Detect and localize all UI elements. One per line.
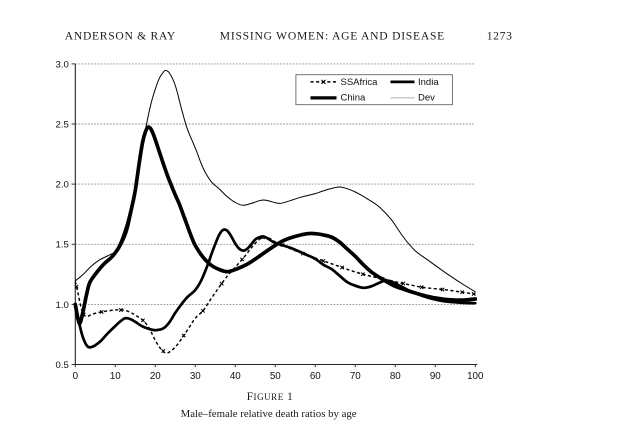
svg-text:40: 40 [230, 371, 241, 382]
svg-text:80: 80 [390, 371, 401, 382]
svg-text:100: 100 [467, 371, 484, 382]
svg-text:India: India [418, 77, 439, 88]
svg-text:30: 30 [190, 371, 201, 382]
svg-text:0.5: 0.5 [56, 360, 69, 371]
svg-text:ANDERSON & RAY: ANDERSON & RAY [65, 29, 176, 42]
svg-text:70: 70 [350, 371, 361, 382]
svg-text:2.0: 2.0 [56, 180, 69, 191]
svg-text:10: 10 [110, 371, 121, 382]
svg-text:1.0: 1.0 [56, 300, 69, 311]
svg-text:20: 20 [150, 371, 161, 382]
svg-text:China: China [341, 93, 367, 104]
svg-text:1.5: 1.5 [56, 240, 69, 251]
svg-text:Dev: Dev [418, 93, 435, 104]
svg-text:Male–female relative death rat: Male–female relative death ratios by age [181, 408, 357, 420]
svg-text:MISSING WOMEN: AGE AND DISEASE: MISSING WOMEN: AGE AND DISEASE [220, 29, 445, 42]
svg-text:90: 90 [430, 371, 441, 382]
svg-text:1273: 1273 [487, 29, 513, 42]
svg-text:2.5: 2.5 [56, 119, 69, 130]
svg-text:60: 60 [310, 371, 321, 382]
svg-text:SSAfrica: SSAfrica [341, 77, 379, 88]
svg-text:3.0: 3.0 [56, 59, 69, 70]
svg-text:0: 0 [73, 371, 79, 382]
svg-text:50: 50 [270, 371, 281, 382]
svg-text:FIGURE 1: FIGURE 1 [247, 391, 294, 403]
